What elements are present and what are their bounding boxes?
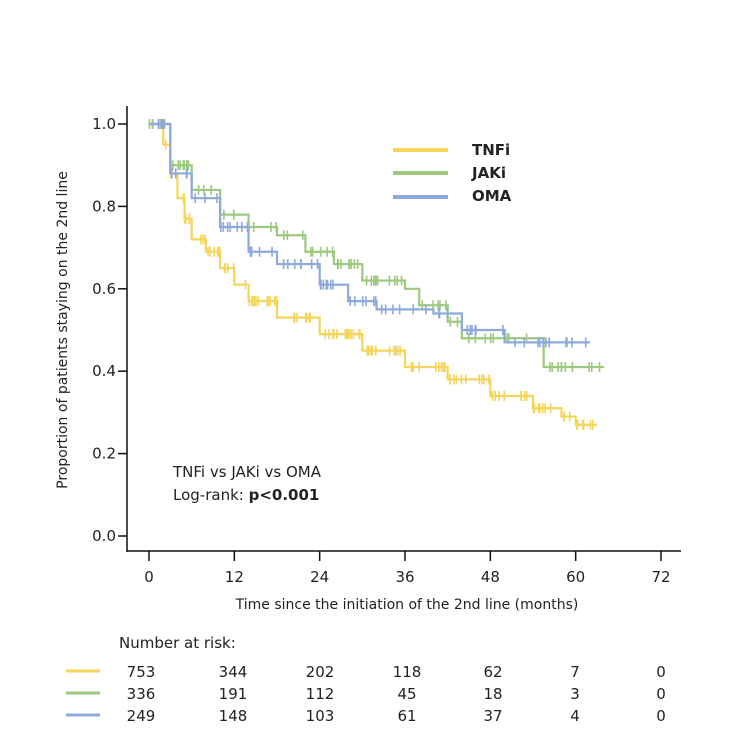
risk-value: 191 bbox=[219, 685, 248, 703]
y-tick-label: 0.2 bbox=[92, 445, 116, 463]
log-rank-label: Log-rank: bbox=[173, 486, 249, 504]
risk-value: 18 bbox=[483, 685, 502, 703]
risk-value: 0 bbox=[656, 707, 666, 725]
x-tick-label: 0 bbox=[144, 568, 154, 586]
risk-value: 103 bbox=[306, 707, 335, 725]
risk-value: 3 bbox=[570, 685, 580, 703]
risk-value: 344 bbox=[219, 663, 248, 681]
legend-label-jaki: JAKi bbox=[471, 164, 506, 182]
curve-tnfi bbox=[149, 122, 597, 426]
risk-value: 37 bbox=[483, 707, 502, 725]
y-tick-label: 0.8 bbox=[92, 197, 116, 215]
risk-value: 4 bbox=[570, 707, 580, 725]
x-axis-title: Time since the initiation of the 2nd lin… bbox=[235, 597, 579, 613]
risk-value: 249 bbox=[127, 707, 156, 725]
survival-curves bbox=[148, 119, 605, 430]
risk-value: 62 bbox=[483, 663, 502, 681]
risk-row-jaki: 336 191 112 45 18 3 0 bbox=[66, 685, 666, 703]
legend-item-oma: OMA bbox=[393, 187, 512, 205]
risk-value: 336 bbox=[127, 685, 156, 703]
legend: TNFi JAKi OMA bbox=[393, 141, 512, 205]
y-axis: 0.0 0.2 0.4 0.6 0.8 1.0 bbox=[92, 106, 128, 552]
p-value: p<0.001 bbox=[249, 486, 320, 504]
risk-row-tnfi: 753 344 202 118 62 7 0 bbox=[66, 663, 666, 681]
log-rank-text: Log-rank: p<0.001 bbox=[173, 486, 319, 504]
series-tnfi bbox=[149, 119, 597, 430]
risk-value: 45 bbox=[397, 685, 416, 703]
y-tick-label: 0.6 bbox=[92, 280, 116, 298]
legend-label-oma: OMA bbox=[472, 187, 512, 205]
y-axis-title: Proportion of patients staying on the 2n… bbox=[55, 171, 71, 489]
risk-value: 7 bbox=[570, 663, 580, 681]
x-tick-label: 24 bbox=[310, 568, 329, 586]
legend-item-tnfi: TNFi bbox=[393, 141, 510, 159]
risk-value: 0 bbox=[656, 685, 666, 703]
x-tick-label: 12 bbox=[225, 568, 244, 586]
risk-value: 61 bbox=[397, 707, 416, 725]
legend-label-tnfi: TNFi bbox=[472, 141, 510, 159]
curve-jaki bbox=[149, 122, 605, 369]
x-tick-label: 48 bbox=[481, 568, 500, 586]
x-axis: 0 12 24 36 48 60 72 bbox=[127, 550, 681, 586]
risk-table: Number at risk: 753 344 202 118 62 7 0 336 191 11… bbox=[66, 634, 666, 725]
comparison-text: TNFi vs JAKi vs OMA bbox=[172, 463, 322, 481]
risk-value: 0 bbox=[656, 663, 666, 681]
risk-value: 148 bbox=[219, 707, 248, 725]
stat-annotation: TNFi vs JAKi vs OMA Log-rank: p<0.001 bbox=[172, 463, 322, 504]
x-tick-label: 72 bbox=[651, 568, 670, 586]
risk-table-title: Number at risk: bbox=[119, 634, 236, 652]
x-tick-label: 60 bbox=[566, 568, 585, 586]
x-tick-label: 36 bbox=[395, 568, 414, 586]
risk-row-oma: 249 148 103 61 37 4 0 bbox=[66, 707, 666, 725]
curve-oma bbox=[149, 122, 590, 344]
risk-value: 202 bbox=[306, 663, 335, 681]
risk-value: 112 bbox=[306, 685, 335, 703]
series-jaki bbox=[148, 119, 605, 373]
series-oma bbox=[149, 119, 590, 348]
y-tick-label: 0.4 bbox=[92, 362, 116, 380]
y-tick-label: 0.0 bbox=[92, 527, 116, 545]
risk-value: 118 bbox=[393, 663, 422, 681]
risk-value: 753 bbox=[127, 663, 156, 681]
legend-item-jaki: JAKi bbox=[393, 164, 506, 182]
y-tick-label: 1.0 bbox=[92, 115, 116, 133]
